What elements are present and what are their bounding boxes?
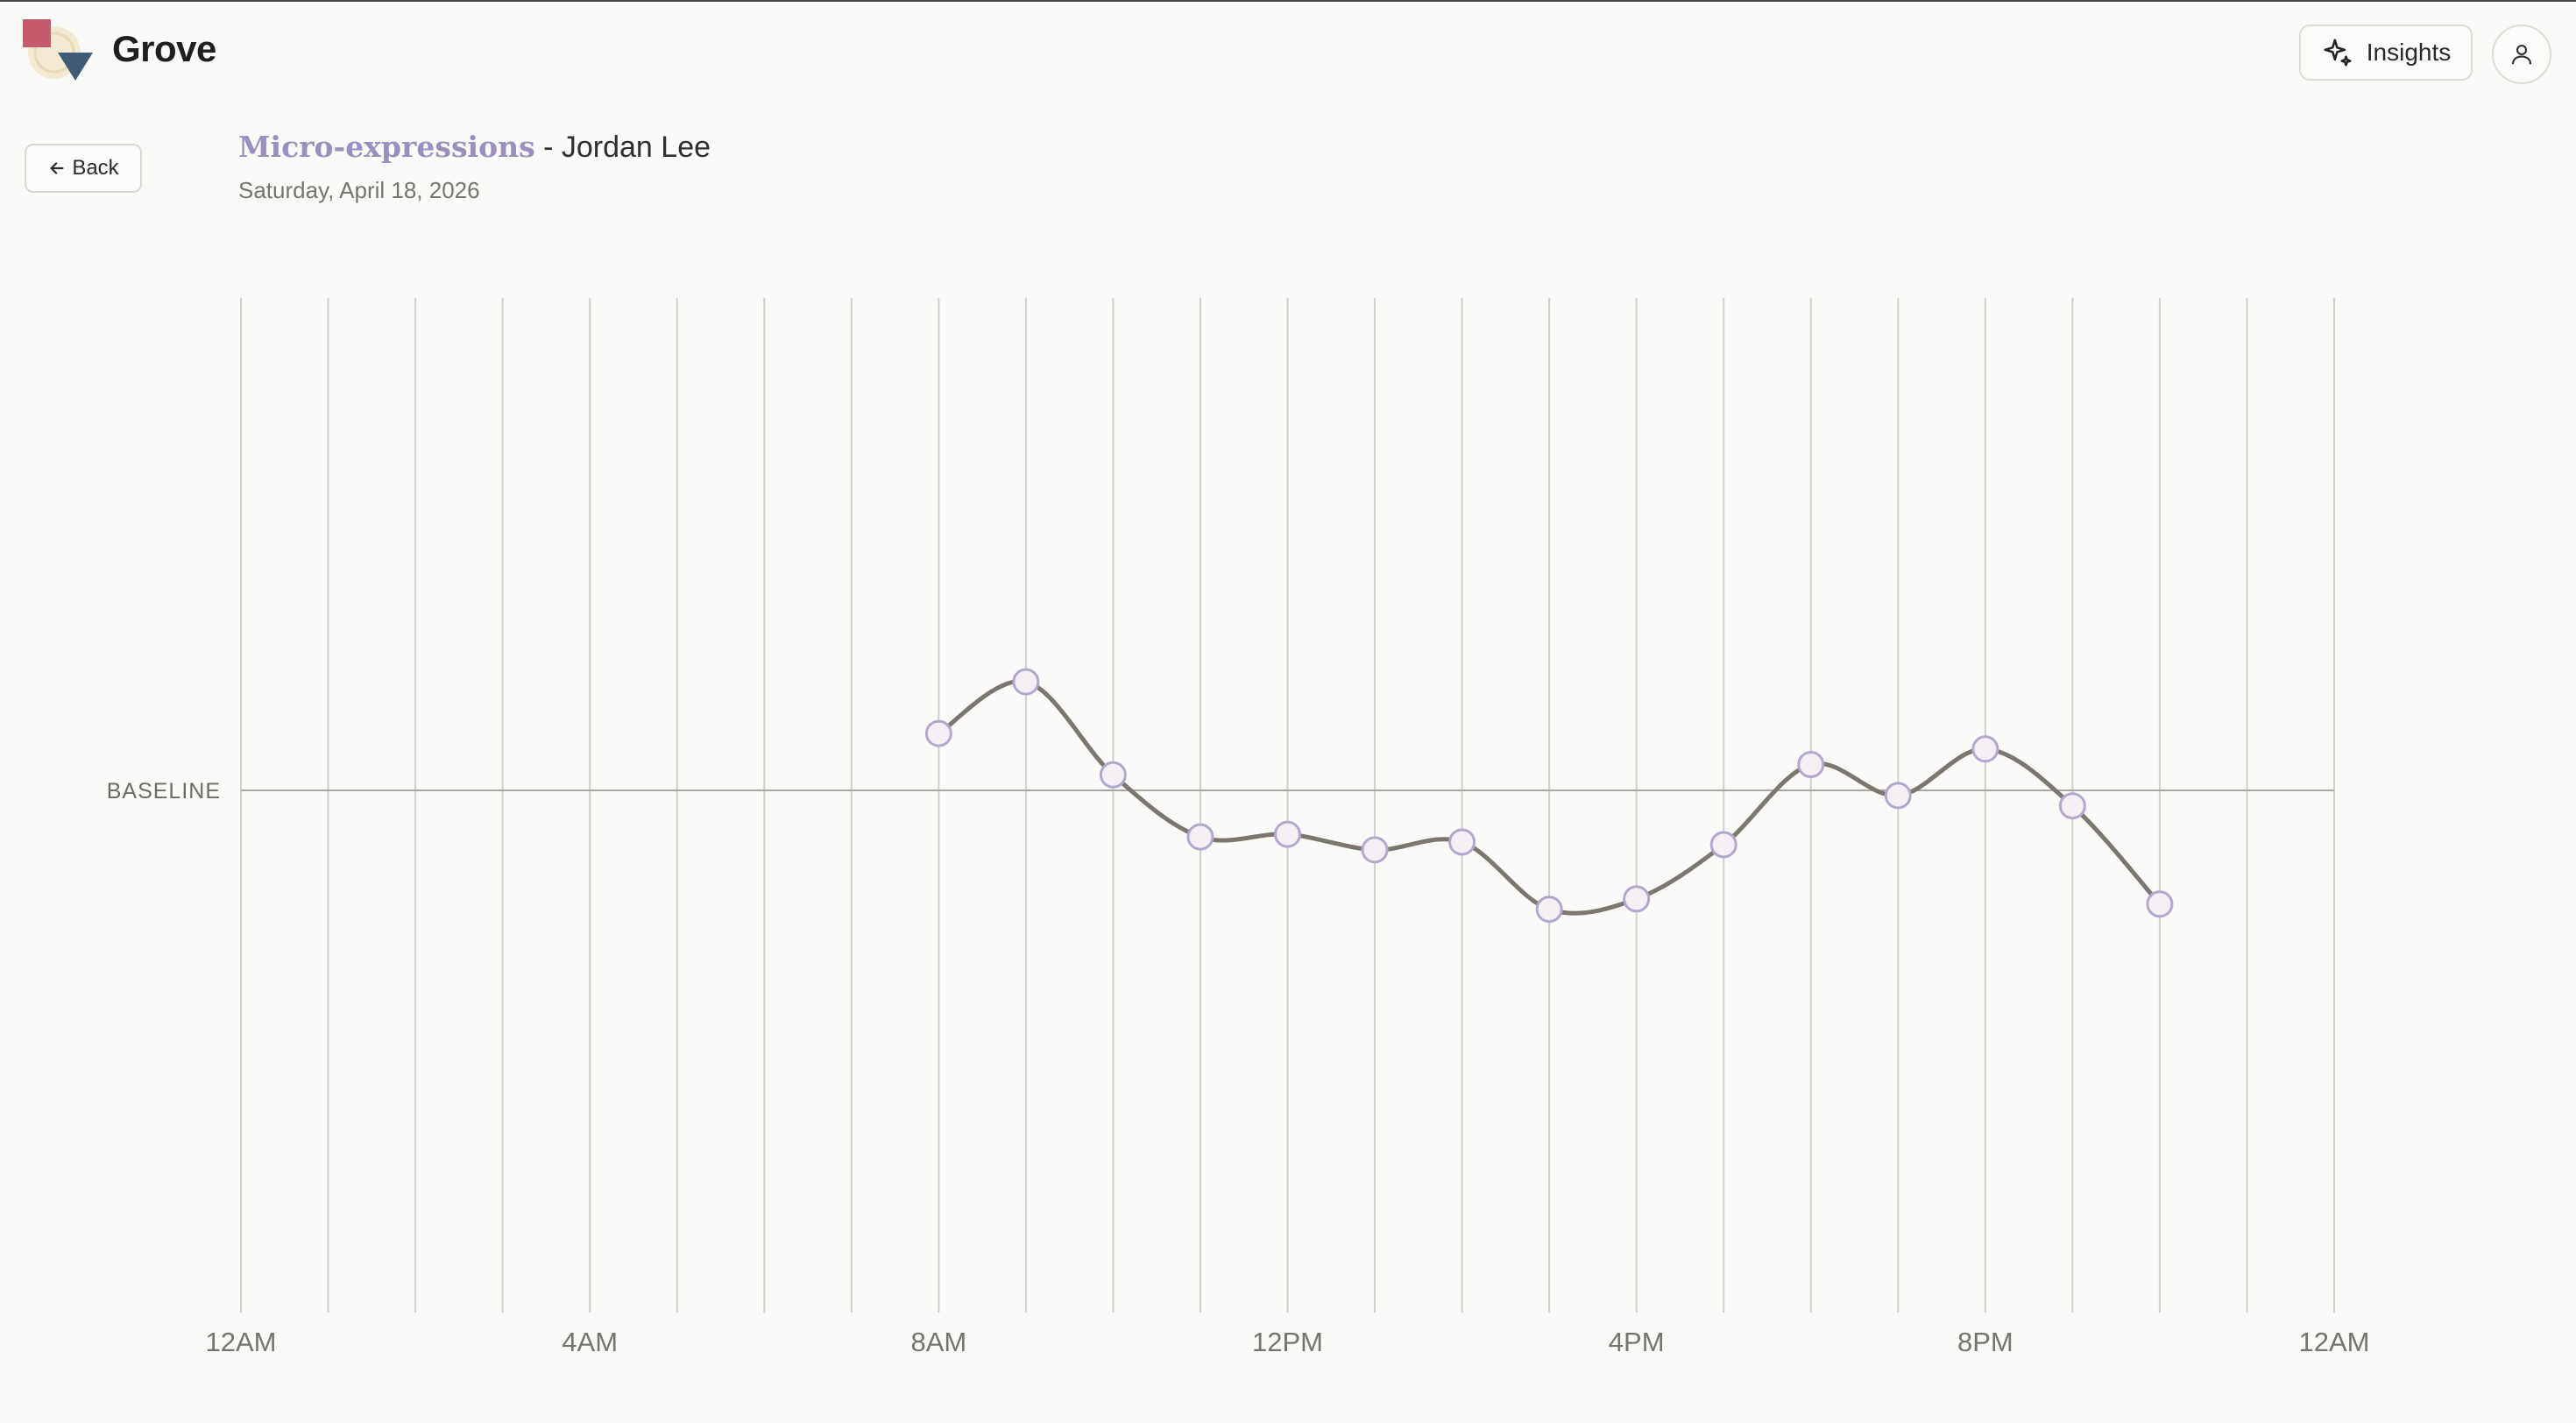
back-label: Back	[72, 156, 119, 180]
sparkles-icon	[2324, 39, 2352, 67]
data-point	[1012, 668, 1040, 696]
data-point	[1186, 823, 1214, 851]
insights-button[interactable]: Insights	[2299, 25, 2473, 81]
metric-name: Micro-expressions	[238, 130, 535, 164]
grove-logo-icon	[23, 19, 93, 81]
data-point	[1535, 896, 1563, 924]
data-point	[1274, 820, 1301, 848]
x-tick-label: 8PM	[1957, 1327, 2013, 1357]
x-tick-label: 8AM	[910, 1327, 966, 1357]
baseline-label: BASELINE	[107, 779, 221, 804]
x-tick-label: 12PM	[1252, 1327, 1323, 1357]
brand-name: Grove	[112, 28, 216, 69]
title-separator: -	[534, 131, 562, 164]
x-tick-label: 12AM	[206, 1327, 277, 1357]
data-point	[2058, 792, 2086, 820]
user-icon	[2511, 44, 2532, 65]
x-tick-label: 4PM	[1609, 1327, 1665, 1357]
data-point	[1971, 735, 1999, 763]
data-point	[1361, 836, 1389, 864]
data-point	[1448, 828, 1476, 856]
data-point	[1623, 885, 1651, 913]
insights-label: Insights	[2366, 39, 2452, 66]
x-tick-label: 12AM	[2299, 1327, 2370, 1357]
data-point	[1797, 751, 1825, 778]
data-point	[2146, 890, 2174, 918]
page-date: Saturday, April 18, 2026	[238, 177, 480, 203]
data-point	[924, 719, 952, 747]
back-button[interactable]: Back	[25, 144, 142, 193]
data-point	[1099, 761, 1127, 789]
page-title: Micro-expressions - Jordan Lee	[238, 130, 711, 165]
x-tick-label: 4AM	[562, 1327, 618, 1357]
person-name: Jordan Lee	[561, 131, 711, 164]
arrow-left-icon	[50, 162, 64, 174]
data-point	[1884, 782, 1912, 810]
data-point	[1709, 831, 1737, 859]
account-button[interactable]	[2492, 25, 2551, 84]
